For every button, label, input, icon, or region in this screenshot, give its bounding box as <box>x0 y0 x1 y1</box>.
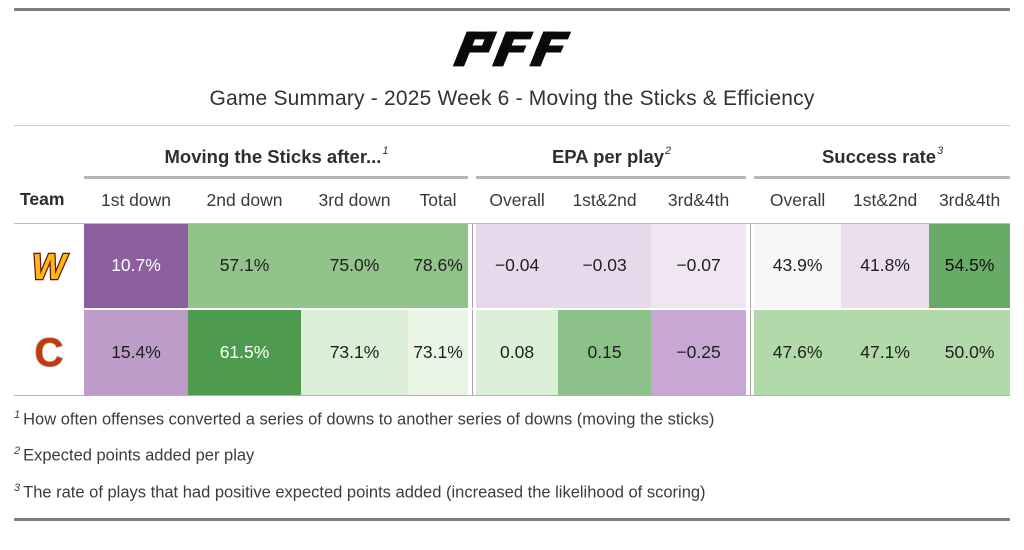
column-divider <box>746 308 755 396</box>
column-header-total: Total <box>408 177 469 224</box>
column-header-1st-down: 1st down <box>84 177 188 224</box>
stat-cell: 41.8% <box>841 223 930 309</box>
pff-logo-icon <box>452 31 572 67</box>
stat-cell: 0.08 <box>476 308 559 396</box>
svg-text:W: W <box>32 246 69 287</box>
column-header-3rd-down: 3rd down <box>301 177 408 224</box>
footnote-text: How often offenses converted a series of… <box>23 410 715 428</box>
stat-cell: 0.15 <box>558 308 652 396</box>
column-header-sr-1st2nd: 1st&2nd <box>841 177 930 224</box>
stat-cell: 15.4% <box>84 308 188 396</box>
column-header-row: Team 1st down 2nd down 3rd down Total Ov… <box>14 177 1011 224</box>
column-header-team: Team <box>14 177 84 224</box>
footnote-text: The rate of plays that had positive expe… <box>23 483 706 502</box>
footnote-ref: 2 <box>665 145 672 158</box>
stat-cell: 78.6% <box>408 223 469 309</box>
column-header-2nd-down: 2nd down <box>188 177 301 224</box>
group-divider <box>468 139 477 177</box>
column-divider <box>468 223 477 309</box>
footnote-1: 1 How often offenses converted a series o… <box>14 408 1010 431</box>
group-header-row: Moving the Sticks after...1 EPA per play… <box>14 139 1011 179</box>
pff-logo <box>14 29 1010 69</box>
stat-cell: 61.5% <box>188 308 301 396</box>
stats-table: Moving the Sticks after...1 EPA per play… <box>14 139 1011 396</box>
stat-cell: 47.6% <box>754 308 842 396</box>
group-label: Moving the Sticks after... <box>164 146 382 168</box>
footnote-number: 2 <box>14 445 21 458</box>
stat-cell: 43.9% <box>754 223 842 309</box>
bears-logo-icon: C <box>34 330 64 375</box>
bears-logo: C <box>14 329 84 375</box>
footnote-number: 3 <box>14 482 21 495</box>
top-rule <box>14 8 1010 11</box>
report-page: Game Summary - 2025 Week 6 - Moving the … <box>0 8 1024 521</box>
footnote-text: Expected points added per play <box>23 446 255 465</box>
footnote-number: 1 <box>14 408 21 421</box>
stat-cell: 57.1% <box>188 223 301 309</box>
footnotes: 1 How often offenses converted a series o… <box>14 408 1010 504</box>
team-cell: C <box>14 308 84 396</box>
group-header-moving-the-sticks: Moving the Sticks after...1 <box>84 139 469 179</box>
stat-cell: −0.07 <box>651 223 747 309</box>
team-cell: W <box>14 223 84 309</box>
column-divider <box>746 223 755 309</box>
group-label: EPA per play <box>551 146 665 168</box>
title-divider <box>14 125 1010 126</box>
footnote-ref: 1 <box>382 145 389 158</box>
bottom-rule <box>14 517 1010 521</box>
stat-cell: 54.5% <box>929 223 1011 309</box>
stat-cell: 10.7% <box>84 223 188 309</box>
group-header-epa-per-play: EPA per play2 <box>476 139 747 179</box>
stat-cell: 50.0% <box>929 308 1011 396</box>
column-header-epa-1st2nd: 1st&2nd <box>558 177 652 224</box>
commanders-logo: W <box>14 243 84 289</box>
column-divider <box>468 177 477 224</box>
group-header-spacer <box>14 139 84 177</box>
commanders-logo-icon: W <box>31 245 70 288</box>
column-header-epa-3rd4th: 3rd&4th <box>651 177 747 224</box>
column-divider <box>468 308 477 396</box>
column-divider <box>746 177 755 224</box>
stat-cell: 75.0% <box>301 223 408 309</box>
stat-cell: −0.04 <box>476 223 559 309</box>
table-row-commanders: W 10.7% 57.1% 75.0% 78.6% −0.04 −0.03 −0… <box>14 223 1011 309</box>
stat-cell: 73.1% <box>301 308 408 396</box>
footnote-3: 3 The rate of plays that had positive exp… <box>14 481 1010 504</box>
svg-text:C: C <box>35 331 64 375</box>
page-title: Game Summary - 2025 Week 6 - Moving the … <box>209 87 815 110</box>
group-divider <box>746 139 755 177</box>
table-row-bears: C 15.4% 61.5% 73.1% 73.1% 0.08 0.15 −0.2… <box>14 308 1011 396</box>
column-header-sr-overall: Overall <box>754 177 842 224</box>
stat-cell: 47.1% <box>841 308 930 396</box>
footnote-ref: 3 <box>937 145 944 158</box>
stat-cell: −0.03 <box>558 223 652 309</box>
stat-cell: 73.1% <box>408 308 469 396</box>
footnote-2: 2 Expected points added per play <box>14 444 1010 467</box>
stat-cell: −0.25 <box>651 308 747 396</box>
group-header-success-rate: Success rate3 <box>754 139 1011 179</box>
column-header-sr-3rd4th: 3rd&4th <box>929 177 1011 224</box>
column-header-epa-overall: Overall <box>476 177 559 224</box>
group-label: Success rate <box>821 146 937 168</box>
